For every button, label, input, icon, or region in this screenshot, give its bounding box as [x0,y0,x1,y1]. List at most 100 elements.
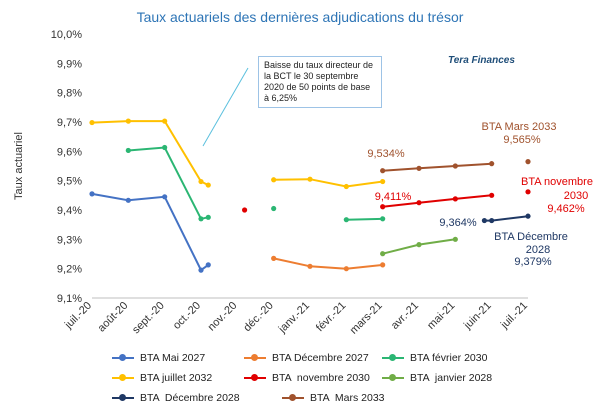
x-tick-label: juil.-21 [498,300,530,332]
y-tick-label: 9,2% [57,264,82,276]
legend-label: BTA février 2030 [410,352,488,364]
data-point [380,251,386,257]
data-point [380,262,386,268]
data-point [125,147,131,154]
data-point [489,192,495,198]
legend-item-bta-janvier-2028[interactable]: BTA janvier 2028 [382,372,522,384]
x-tick-label: mars-21 [348,300,385,337]
data-label: 2030 [564,190,588,202]
legend-swatch [112,393,134,403]
legend-label: BTA juillet 2032 [140,372,213,384]
data-point [343,266,349,272]
data-point [452,196,458,202]
data-point [343,217,349,223]
legend-label: BTA novembre 2030 [272,372,370,384]
annotation-box: Baisse du taux directeur de la BCT le 30… [258,56,382,108]
y-tick-label: 9,9% [57,58,82,70]
legend-item-bta-mars-2033[interactable]: BTA Mars 2033 [282,392,422,404]
legend-item-bta-novembre-2030[interactable]: BTA novembre 2030 [244,372,382,384]
y-tick-label: 9,1% [57,293,82,305]
x-tick-label: déc.-20 [241,300,275,334]
legend-swatch [112,353,134,363]
data-label: BTA novembre [521,176,593,188]
data-point [380,216,386,222]
y-tick-label: 9,4% [57,205,82,217]
legend-swatch [382,353,404,363]
data-point [198,216,204,222]
data-point [452,236,458,242]
data-point [481,217,487,224]
data-point [198,267,204,273]
data-point [416,200,422,206]
data-label: 9,379% [514,256,552,268]
legend-item-bta-decembre-2028[interactable]: BTA Décembre 2028 [112,392,282,404]
x-tick-label: août-20 [96,300,131,335]
series-line [382,162,492,172]
legend-label: BTA Mai 2027 [140,352,206,364]
data-label: BTA Mars 2033 [482,121,557,133]
legend-row: BTA Mai 2027 BTA Décembre 2027 BTA févri… [112,348,532,368]
data-point [205,182,211,188]
data-point [525,213,531,219]
data-label: 2028 [526,244,550,256]
data-point [242,207,248,213]
data-point [416,165,422,171]
data-point [452,163,458,169]
data-point [307,263,313,269]
data-point [271,177,277,183]
legend-swatch [382,373,404,383]
y-tick-label: 9,8% [57,88,82,100]
data-point [525,159,531,165]
y-tick-label: 9,7% [57,117,82,129]
y-tick-label: 9,6% [57,146,82,158]
legend-item-bta-mai-2027[interactable]: BTA Mai 2027 [112,352,244,364]
x-tick-label: juin-21 [461,300,494,333]
legend-row: BTA juillet 2032 BTA novembre 2030 BTA j… [112,368,532,388]
x-tick-label: mai-21 [425,300,457,332]
data-point [489,217,495,224]
y-tick-label: 9,5% [57,176,82,188]
legend-swatch [244,373,266,383]
data-point [525,189,531,195]
data-point [271,255,277,261]
data-point [162,144,168,151]
data-point [307,176,313,182]
series-line [382,194,492,208]
legend-item-bta-fevrier-2030[interactable]: BTA février 2030 [382,352,522,364]
x-tick-label: févr.-21 [314,300,348,334]
data-point [343,183,349,190]
series-line [273,178,383,188]
data-point [380,204,386,210]
legend-row: BTA Décembre 2028 BTA Mars 2033 [112,388,532,408]
data-label: 9,364% [439,217,477,229]
data-point [162,118,168,124]
y-tick-label: 9,3% [57,234,82,246]
y-tick-label: 10,0% [51,29,82,41]
data-label: 9,411% [375,191,412,203]
data-point [205,262,211,268]
legend-item-bta-juillet-2032[interactable]: BTA juillet 2032 [112,372,244,384]
data-label: BTA Décembre [494,231,568,243]
chart-title: Taux actuariels des dernières adjudicati… [136,9,464,25]
data-label: 9,462% [547,203,585,215]
y-axis-label: Taux actuariel [13,132,25,200]
data-label: 9,565% [503,134,541,146]
legend-label: BTA Décembre 2027 [272,352,369,364]
x-tick-label: oct.-20 [171,300,203,332]
data-point [125,197,131,203]
legend: BTA Mai 2027 BTA Décembre 2027 BTA févri… [112,348,532,408]
legend-label: BTA Mars 2033 [310,392,385,404]
legend-swatch [282,393,304,403]
data-point [380,178,386,185]
data-point [416,242,422,248]
x-tick-label: janv.-21 [276,300,312,336]
x-tick-label: sept.-20 [130,300,167,337]
series-line [91,120,209,186]
data-point [205,214,211,220]
legend-label: BTA janvier 2028 [410,372,493,384]
brand-label: Tera Finances [448,55,515,66]
legend-item-bta-decembre-2027[interactable]: BTA Décembre 2027 [244,352,382,364]
data-point [89,119,95,126]
